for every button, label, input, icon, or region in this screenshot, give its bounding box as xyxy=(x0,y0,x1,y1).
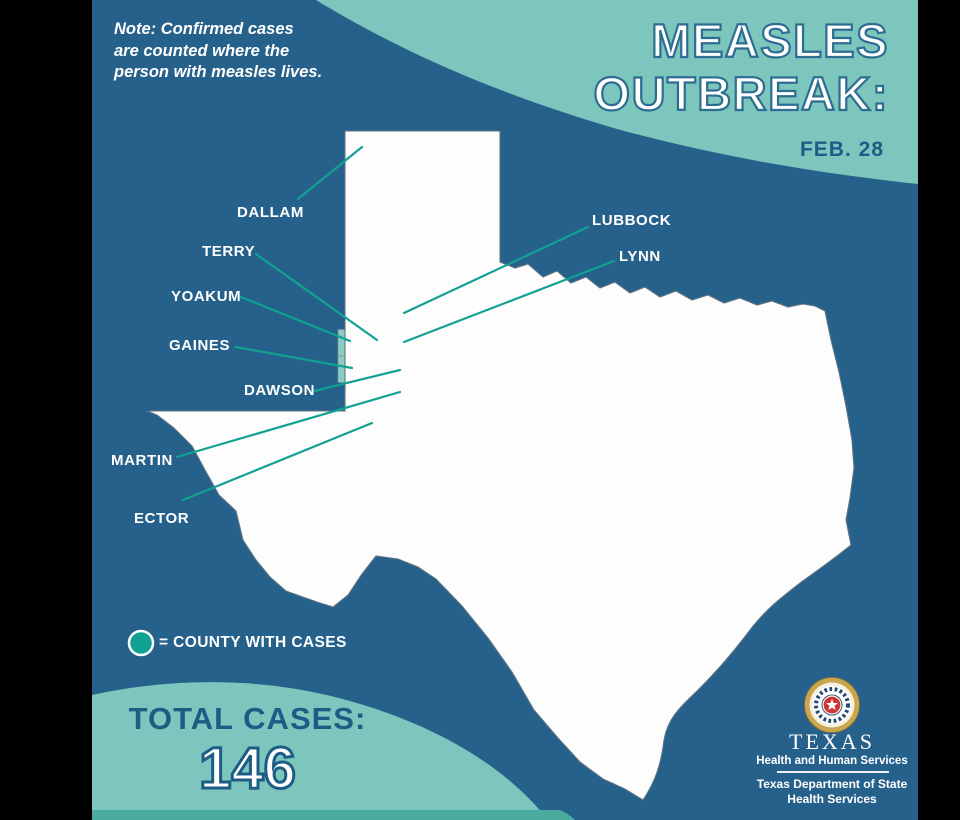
note-text: Note: Confirmed cases are counted where … xyxy=(114,19,322,84)
logo-divider xyxy=(777,771,889,773)
title-line-1: MEASLES xyxy=(650,13,889,68)
title-line-2: OUTBREAK: xyxy=(592,66,889,121)
note-line-3: person with measles lives. xyxy=(114,63,323,81)
poster-background xyxy=(92,0,918,820)
logo-dept-line-2: Health Services xyxy=(787,792,877,806)
county-label-lubbock: LUBBOCK xyxy=(592,212,672,229)
note-line-2: are counted where the xyxy=(114,41,290,60)
title-date: FEB. 28 xyxy=(799,138,884,161)
bottom-wave-shape xyxy=(92,682,548,820)
leader-lines xyxy=(175,145,616,502)
county-label-gaines: GAINES xyxy=(169,337,231,354)
leader-line-martin xyxy=(175,390,402,459)
logo-agency-name: Health and Human Services xyxy=(756,755,908,767)
total-cases-label: TOTAL CASES: xyxy=(128,701,367,736)
county-label-yoakum: YOAKUM xyxy=(171,288,242,305)
leader-line-lynn xyxy=(402,259,616,344)
county-label-dawson: DAWSON xyxy=(244,382,316,399)
leader-line-gaines xyxy=(234,345,354,370)
logo-state-name: TEXAS xyxy=(789,729,875,754)
bottom-strip-shape xyxy=(92,810,575,820)
texas-hhs-seal-icon xyxy=(804,677,860,733)
county-label-ector: ECTOR xyxy=(134,510,190,527)
texas-map-graphic xyxy=(92,0,918,820)
county-label-martin: MARTIN xyxy=(111,452,173,469)
leader-line-ector xyxy=(181,421,374,502)
top-swoosh-shape xyxy=(316,0,918,184)
legend-swatch-icon xyxy=(127,629,155,657)
note-line-1: Note: Confirmed cases xyxy=(114,20,294,38)
logo-dept-line-1: Texas Department of State xyxy=(756,777,908,791)
county-label-lynn: LYNN xyxy=(619,248,661,265)
leader-line-dawson xyxy=(312,368,402,393)
leader-line-terry xyxy=(254,252,379,342)
star-icon xyxy=(826,698,838,710)
leader-line-yoakum xyxy=(239,295,352,343)
county-label-terry: TERRY xyxy=(202,243,256,260)
county-label-dallam: DALLAM xyxy=(237,204,304,221)
total-cases-value: 146 xyxy=(198,735,298,803)
legend-label: = COUNTY WITH CASES xyxy=(159,634,347,651)
leader-line-dallam xyxy=(296,145,364,201)
leader-line-lubbock xyxy=(402,225,590,315)
page-title: MEASLES OUTBREAK: xyxy=(592,13,889,121)
